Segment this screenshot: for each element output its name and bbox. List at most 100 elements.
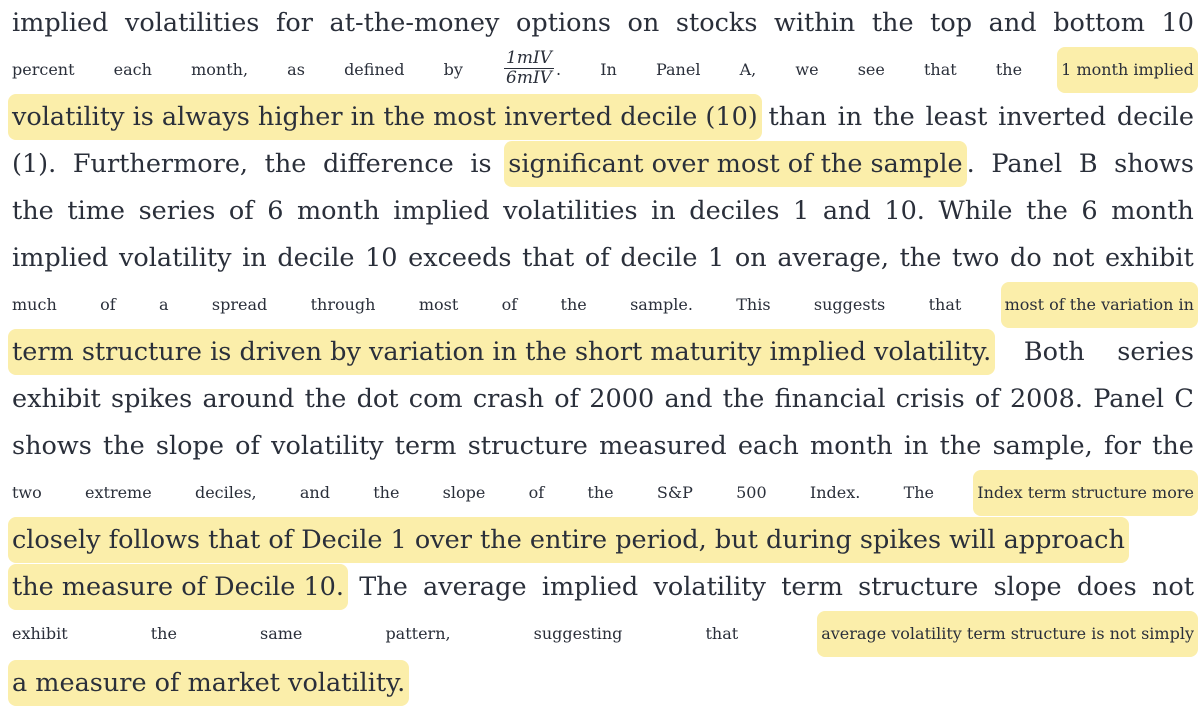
- text-line: (1). Furthermore, the difference is significa…: [12, 141, 1194, 187]
- word: in: [651, 196, 676, 226]
- text-line: implied volatilities for at-the-money option…: [12, 0, 1194, 46]
- word: spikes: [111, 384, 193, 414]
- word: This: [736, 295, 771, 314]
- word: Index.: [809, 483, 861, 502]
- word: volatility: [119, 243, 232, 273]
- word: top: [930, 8, 973, 38]
- word: term: [394, 431, 457, 461]
- word: in: [837, 102, 863, 132]
- word: that: [923, 60, 957, 79]
- word: and: [988, 8, 1037, 38]
- word: the: [264, 149, 307, 179]
- word: volatilities: [124, 8, 260, 38]
- word: does: [1076, 572, 1137, 602]
- word: month,: [191, 60, 249, 79]
- word: that: [928, 295, 962, 314]
- word: slope: [993, 572, 1062, 602]
- word: structure: [858, 572, 979, 602]
- word: and: [299, 483, 330, 502]
- word: as: [287, 60, 305, 79]
- highlighted-phrase: the measure of Decile 10.: [8, 564, 349, 610]
- word: 6: [267, 196, 284, 226]
- word: exhibit: [12, 384, 101, 414]
- word: inverted: [998, 102, 1107, 132]
- word: 10.: [884, 196, 925, 226]
- word: 6: [1081, 196, 1098, 226]
- text-line: exhibit spikes around the dot com crash of 2000 a…: [12, 376, 1194, 422]
- word: of: [584, 243, 610, 273]
- word: average: [423, 572, 527, 602]
- word: series: [1117, 337, 1194, 367]
- word: implied: [393, 196, 490, 226]
- word: do: [1010, 243, 1042, 273]
- word: sample.: [630, 295, 693, 314]
- math-fraction: 1mIV 6mIV: [504, 49, 554, 87]
- word: exhibit: [1104, 243, 1194, 273]
- text-line: percent each month, as defined by 1mIV 6mIV. In P…: [12, 47, 1198, 93]
- word: much: [12, 295, 57, 314]
- word: the: [899, 243, 942, 273]
- word: month: [297, 196, 380, 226]
- word: sample,: [992, 431, 1093, 461]
- word: dot: [356, 384, 399, 414]
- word: least: [925, 102, 988, 132]
- word: crash: [472, 384, 545, 414]
- word: in: [242, 243, 267, 273]
- word: bottom: [1053, 8, 1145, 38]
- word: percent: [12, 60, 75, 79]
- word: not: [1052, 243, 1095, 273]
- word: the: [871, 8, 914, 38]
- word: is: [470, 149, 492, 179]
- word: spread: [211, 295, 268, 314]
- word: Furthermore,: [72, 149, 249, 179]
- highlighted-phrase: most of the variation in: [1000, 282, 1198, 328]
- word: Both: [1023, 337, 1085, 367]
- word: exceeds: [408, 243, 512, 273]
- highlighted-phrase: term structure is driven by variation in…: [8, 329, 996, 375]
- word: the: [587, 483, 614, 502]
- word: suggesting: [533, 624, 623, 643]
- word: volatility: [271, 431, 384, 461]
- word: Panel: [1093, 384, 1165, 414]
- word: within: [774, 8, 856, 38]
- word: deciles: [689, 196, 780, 226]
- word: term: [781, 572, 843, 602]
- word: volatilities: [503, 196, 638, 226]
- highlighted-phrase: significant over most of the sample: [504, 141, 967, 187]
- word: a: [159, 295, 169, 314]
- word: 2008.: [1009, 384, 1083, 414]
- word: the: [1152, 431, 1194, 461]
- word: and: [664, 384, 713, 414]
- word: of: [528, 483, 545, 502]
- word: decile: [277, 243, 355, 273]
- word: average,: [777, 243, 889, 273]
- word: defined: [344, 60, 405, 79]
- word: the: [150, 624, 177, 643]
- word: month: [810, 431, 893, 461]
- word: slope: [155, 431, 224, 461]
- word: by: [443, 60, 463, 79]
- text-line: implied volatility in decile 10 exceeds that of…: [12, 235, 1194, 281]
- word: measured: [599, 431, 727, 461]
- word: .: [966, 149, 975, 179]
- word: A,: [739, 60, 757, 79]
- word: C: [1174, 384, 1194, 414]
- word: of: [228, 196, 254, 226]
- word: on: [734, 243, 767, 273]
- word: structure: [467, 431, 588, 461]
- word: B: [1078, 149, 1098, 179]
- word: time: [67, 196, 126, 226]
- word: same: [260, 624, 303, 643]
- word: two: [12, 483, 42, 502]
- word: of: [554, 384, 580, 414]
- word: the: [373, 483, 400, 502]
- word: each: [113, 60, 152, 79]
- word: volatility: [653, 572, 766, 602]
- word: stocks: [675, 8, 758, 38]
- word: financial: [774, 384, 886, 414]
- word: that: [522, 243, 575, 273]
- highlighted-phrase: Index term structure more: [973, 470, 1198, 516]
- word: implied: [541, 572, 639, 602]
- word: two: [951, 243, 1000, 273]
- word: decile: [1116, 102, 1194, 132]
